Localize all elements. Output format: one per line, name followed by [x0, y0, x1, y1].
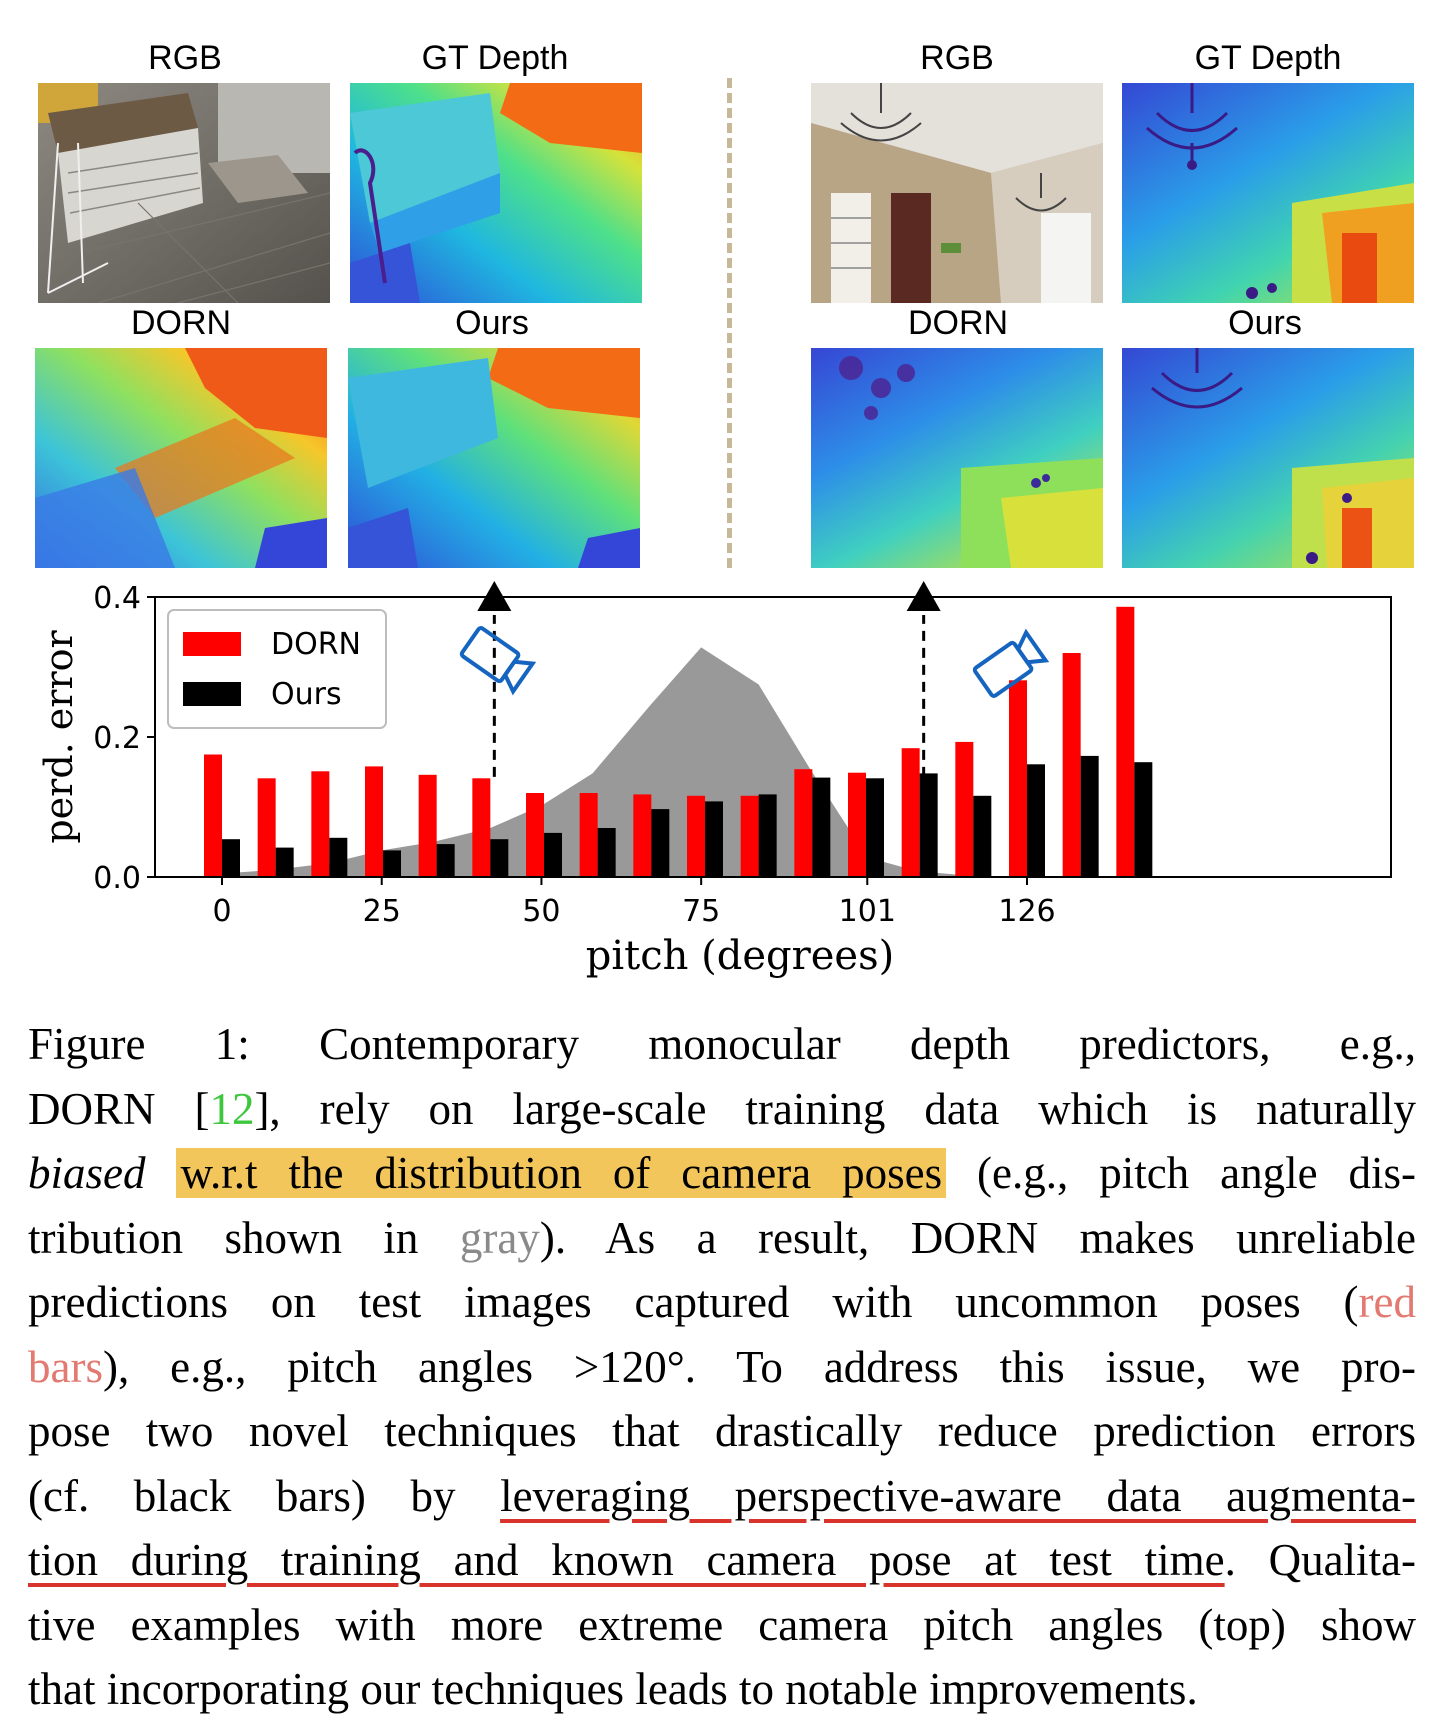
ours-bar — [383, 850, 401, 877]
x-tick-label: 25 — [363, 894, 401, 929]
underlined-phrase: leveraging perspective-aware data augmen… — [500, 1470, 1416, 1521]
ours-bar — [919, 773, 938, 877]
ours-bar — [973, 795, 992, 877]
ours-bar — [544, 832, 562, 877]
y-tick-label: 0.2 — [93, 721, 141, 756]
rgb-label-right: RGB — [920, 39, 994, 77]
camera-body — [459, 626, 521, 684]
ours-image-right — [1122, 348, 1414, 568]
gt-depth-image-right — [1122, 83, 1414, 303]
error-vs-pitch-chart: 0.0 0.2 0.4 0 25 50 75 101 126 perd. error pitch (… — [37, 581, 1392, 979]
x-tick-label: 126 — [998, 894, 1055, 929]
dorn-bar — [1062, 653, 1081, 877]
camera-pitched-up-icon — [972, 628, 1050, 698]
panel-separator — [727, 78, 732, 568]
ours-bar — [490, 839, 509, 877]
caption-line-2: DORN [12], rely on large-scale training … — [28, 1083, 1417, 1134]
ours-bar — [275, 847, 294, 877]
x-tick-label: 0 — [212, 894, 231, 929]
gt-depth-image-left — [350, 83, 642, 303]
dorn-bar — [526, 793, 544, 877]
dorn-bar — [633, 794, 652, 877]
caption-line-11: that incorporating our techniques leads … — [28, 1664, 1198, 1714]
y-axis-label: perd. error — [37, 630, 81, 844]
x-axis-label: pitch (degrees) — [586, 933, 894, 979]
camera-lens — [1015, 628, 1050, 665]
x-tick-label: 101 — [839, 894, 896, 929]
caption-line-3: biased w.r.t the distribution of camera … — [28, 1148, 1417, 1198]
caption-line-4: tribution shown in gray). As a result, D… — [28, 1212, 1416, 1263]
ours-bar — [705, 801, 723, 877]
camera-lens — [502, 659, 537, 696]
caption-line-5: predictions on test images captured with… — [28, 1277, 1416, 1327]
ours-bar — [436, 844, 455, 877]
axes: 0.0 0.2 0.4 0 25 50 75 101 126 perd. error pitch (… — [37, 581, 1056, 979]
ours-bar — [222, 839, 240, 877]
dorn-bar — [901, 748, 920, 877]
ours-bar — [597, 828, 616, 877]
dorn-bar — [204, 754, 222, 877]
legend: DORN Ours — [167, 609, 387, 729]
ours-label-left: Ours — [455, 304, 529, 342]
dorn-bar — [955, 741, 974, 877]
ours-bar — [1080, 755, 1099, 877]
dorn-bar — [418, 774, 437, 877]
dorn-bar — [311, 771, 330, 877]
dorn-bar — [687, 795, 705, 877]
caption-line-9: tion during training and known camera po… — [28, 1535, 1417, 1585]
ours-image-left — [348, 348, 640, 568]
dorn-bar — [365, 766, 383, 877]
gt-depth-label-left: GT Depth — [421, 39, 569, 77]
x-tick-label: 75 — [682, 894, 720, 929]
bar-series — [204, 606, 1153, 877]
dorn-label-left: DORN — [130, 304, 232, 342]
rgb-image-right — [811, 83, 1103, 303]
dorn-image-right — [811, 348, 1103, 568]
figure-caption: Figure 1: Contemporary monocular depth p… — [28, 1012, 1416, 1722]
caption-line-1: Figure 1: Contemporary monocular depth p… — [28, 1019, 1416, 1069]
dorn-legend-label: DORN — [271, 627, 361, 662]
ours-legend-swatch — [183, 682, 241, 706]
gt-depth-label-right: GT Depth — [1194, 39, 1342, 77]
x-tick-label: 50 — [522, 894, 560, 929]
dorn-label-right: DORN — [907, 304, 1009, 342]
caption-line-8: (cf. black bars) by leveraging perspecti… — [28, 1470, 1416, 1521]
caption-line-10: tive examples with more extreme camera p… — [28, 1599, 1416, 1650]
ours-bar — [651, 809, 670, 877]
rgb-image-left — [38, 83, 330, 303]
dorn-bar — [1116, 606, 1135, 877]
y-tick-label: 0.4 — [93, 581, 141, 616]
caption-line-7: pose two novel techniques that drastical… — [28, 1406, 1416, 1456]
rgb-label-left: RGB — [148, 39, 222, 77]
ours-bar — [1134, 762, 1153, 877]
ours-bar — [329, 837, 348, 877]
dorn-legend-swatch — [183, 632, 241, 656]
dorn-bar — [794, 769, 813, 877]
dorn-bar — [1009, 680, 1027, 877]
ours-bar — [866, 778, 884, 877]
dorn-bar — [472, 778, 491, 877]
camera-icons — [459, 626, 1050, 698]
dorn-bar — [740, 795, 759, 877]
highlighted-phrase: w.r.t the distribution of camera poses — [176, 1148, 947, 1198]
ours-bar — [758, 794, 777, 877]
caption-line-6: bars), e.g., pitch angles >120°. To addr… — [28, 1341, 1416, 1392]
camera-pitched-down-icon — [459, 626, 537, 696]
ours-bar — [1027, 764, 1045, 877]
ours-bar — [812, 777, 831, 877]
dorn-bar — [257, 778, 276, 877]
dorn-bar — [848, 772, 866, 877]
y-tick-label: 0.0 — [93, 861, 141, 896]
ours-legend-label: Ours — [271, 677, 342, 712]
citation-link[interactable]: 12 — [209, 1083, 255, 1134]
dorn-image-left — [35, 348, 327, 568]
ours-label-right: Ours — [1228, 304, 1302, 342]
dorn-bar — [579, 793, 598, 877]
underlined-phrase-cont: tion during training and known camera po… — [28, 1535, 1225, 1585]
